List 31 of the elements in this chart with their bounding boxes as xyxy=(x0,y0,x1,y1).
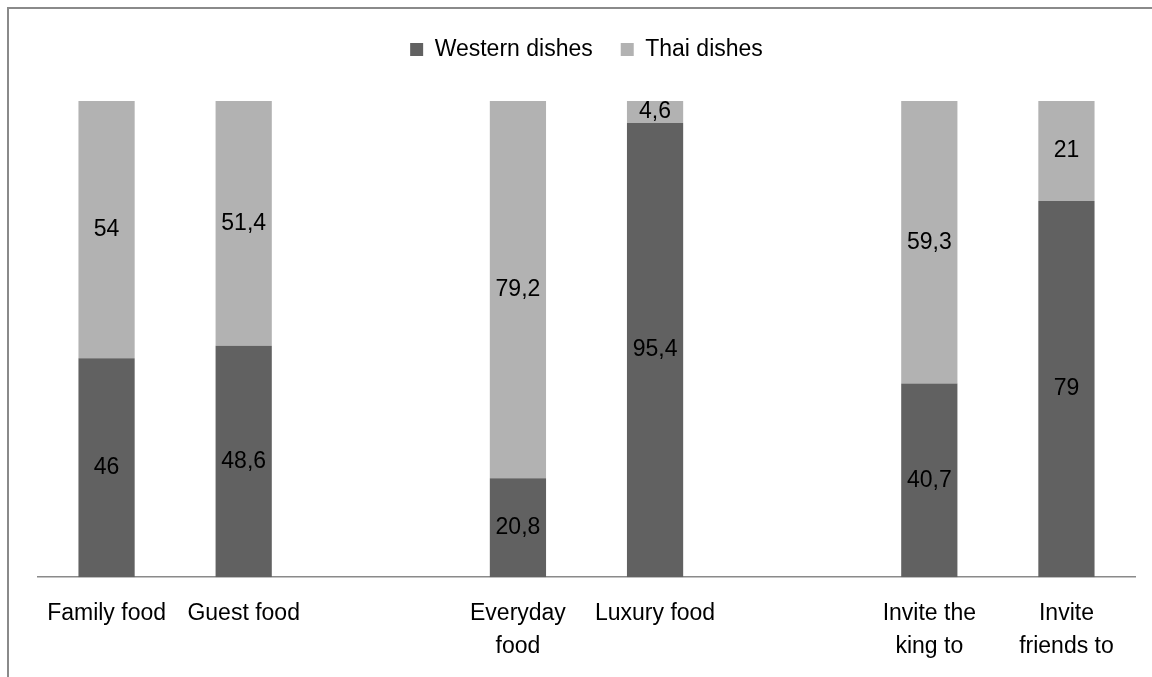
data-label: 21 xyxy=(1053,136,1080,163)
bar xyxy=(489,101,547,479)
data-label: 79 xyxy=(1053,374,1080,401)
bar xyxy=(901,101,958,384)
bar xyxy=(1038,101,1095,202)
data-label: 20,8 xyxy=(495,513,541,540)
legend-label: Thai dishes xyxy=(645,34,763,61)
data-label: 46 xyxy=(93,453,120,480)
bar xyxy=(901,383,958,578)
data-label: 79,2 xyxy=(495,274,541,301)
data-label: 4,6 xyxy=(639,97,672,124)
data-label: 54 xyxy=(93,214,120,241)
bar xyxy=(78,101,135,359)
bar xyxy=(489,478,547,578)
x-tick-label: Invite the king to xyxy=(882,599,976,658)
data-label: 40,7 xyxy=(906,465,952,492)
data-label: 51,4 xyxy=(221,208,267,235)
bar xyxy=(626,122,684,578)
x-tick-label: Luxury food xyxy=(594,599,716,626)
bar xyxy=(215,345,272,578)
bar xyxy=(1038,201,1095,578)
x-tick-label: Everyday food xyxy=(470,599,567,658)
data-label: 59,3 xyxy=(906,227,952,254)
data-label: 48,6 xyxy=(221,446,267,473)
bar xyxy=(215,101,272,346)
bar xyxy=(78,358,135,578)
x-tick-label: Guest food xyxy=(187,599,300,626)
data-label: 95,4 xyxy=(632,335,678,362)
x-tick-label: Invite friends to xyxy=(1019,599,1114,658)
legend-label: Western dishes xyxy=(434,34,593,61)
x-tick-label: Family food xyxy=(47,599,166,626)
